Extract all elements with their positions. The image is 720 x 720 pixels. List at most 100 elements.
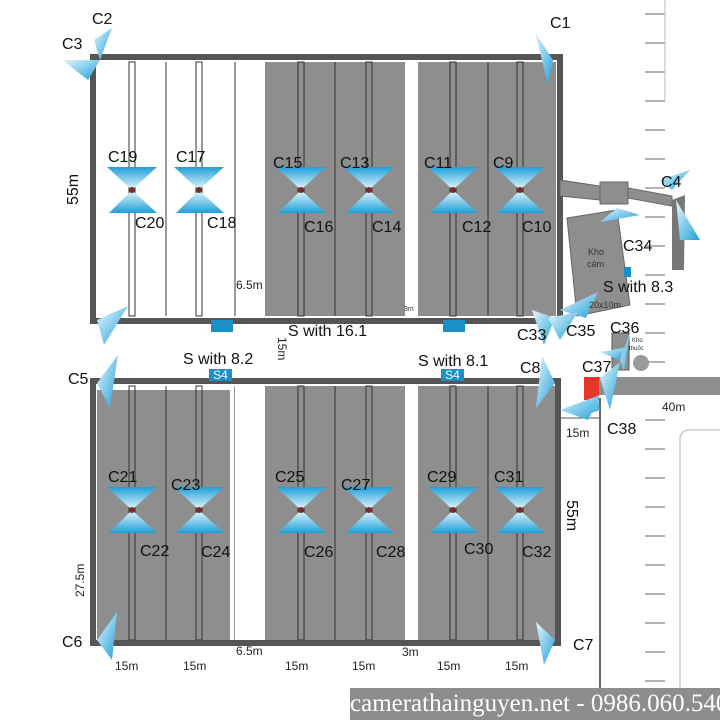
camera-label-c7: C7	[573, 637, 594, 654]
camera-label-c4: C4	[661, 174, 682, 191]
kho-cam-label: Kho	[588, 247, 604, 257]
kho-thuoc-label: thuốc	[629, 346, 644, 352]
camera-label-c13: C13	[340, 155, 369, 172]
camera-label-c12: C12	[462, 219, 491, 236]
side-panel-border	[679, 429, 720, 690]
camera-label-c24: C24	[201, 544, 230, 561]
dim-bottom: 15m	[285, 659, 308, 673]
camera-cone-icon[interactable]	[97, 612, 117, 660]
camera-label-c18: C18	[207, 215, 236, 232]
camera-cone-icon[interactable]	[548, 312, 578, 340]
camera-cone-icon[interactable]	[560, 395, 600, 420]
camera-label-c33: C33	[517, 327, 546, 344]
camera-label-c23: C23	[171, 477, 200, 494]
dual-camera-icon[interactable]	[428, 487, 478, 533]
camera-label-c2: C2	[92, 11, 113, 28]
feed-pipe	[195, 61, 203, 317]
camera-cone-icon[interactable]	[600, 362, 620, 410]
kho-cam-size: 20x10m	[589, 300, 621, 310]
dim-bottom: 15m	[352, 659, 375, 673]
camera-label-c29: C29	[427, 469, 456, 486]
camera-label-c19: C19	[108, 149, 137, 166]
camera-label-c35: C35	[566, 323, 595, 340]
camera-cone-icon[interactable]	[535, 32, 553, 85]
dual-camera-icon[interactable]	[276, 487, 326, 533]
feed-pipe	[449, 61, 457, 317]
dim-40m: 40m	[662, 400, 685, 414]
camera-label-c27: C27	[341, 477, 370, 494]
dim-bottom-height: 55m	[563, 500, 580, 531]
switch-box	[624, 267, 631, 277]
dual-camera-icon[interactable]	[276, 167, 326, 213]
dual-camera-icon[interactable]	[344, 167, 394, 213]
camera-label-c34: C34	[623, 238, 652, 255]
watermark: camerathainguyen.net - 0986.060.540	[350, 688, 720, 720]
dual-camera-icon[interactable]	[344, 487, 394, 533]
camera-label-c17: C17	[176, 149, 205, 166]
s4-badge-right	[441, 369, 464, 381]
s-with-8-2: S with 8.2	[183, 351, 253, 368]
camera-label-c8: C8	[520, 360, 541, 377]
s-with-16-1: S with 16.1	[288, 323, 367, 340]
camera-label-c22: C22	[140, 543, 169, 560]
s4-badge-left	[209, 369, 232, 381]
camera-label-c25: C25	[275, 469, 304, 486]
feed-pipe	[128, 61, 136, 317]
camera-label-c20: C20	[135, 215, 164, 232]
camera-cone-icon[interactable]	[676, 200, 700, 240]
s-with-8-3: S with 8.3	[603, 279, 673, 296]
camera-cone-icon[interactable]	[536, 622, 555, 665]
dim-gap-top: 3m	[404, 306, 414, 313]
camera-cone-icon[interactable]	[600, 347, 628, 360]
camera-cone-icon[interactable]	[94, 28, 112, 60]
barn-top	[90, 54, 563, 324]
camera-cone-icon[interactable]	[560, 292, 598, 318]
camera-label-c38: C38	[607, 421, 636, 438]
barn-bottom	[90, 378, 561, 646]
camera-label-c14: C14	[372, 219, 401, 236]
camera-label-c10: C10	[522, 219, 551, 236]
camera-cone-icon[interactable]	[62, 60, 100, 80]
camera-label-c30: C30	[464, 541, 493, 558]
dim-bottom: 15m	[505, 659, 528, 673]
s4-label: S4	[213, 368, 228, 382]
camera-cone-icon[interactable]	[97, 355, 118, 408]
dim-15m-right: 15m	[566, 426, 589, 440]
camera-cone-icon[interactable]	[660, 170, 690, 190]
pump-house	[584, 377, 599, 400]
camera-label-c28: C28	[376, 544, 405, 561]
camera-cone-icon[interactable]	[620, 332, 630, 372]
right-ruler	[645, 13, 665, 682]
camera-cone-icon[interactable]	[536, 356, 555, 408]
camera-label-c9: C9	[493, 155, 514, 172]
camera-label-c31: C31	[494, 469, 523, 486]
kho-cam-building	[566, 209, 631, 317]
dual-camera-icon[interactable]	[174, 487, 224, 533]
dim-bottom-aisle: 6.5m	[236, 644, 263, 658]
dual-camera-icon[interactable]	[495, 167, 545, 213]
dim-bottom: 15m	[183, 659, 206, 673]
camera-label-c15: C15	[273, 155, 302, 172]
camera-label-c11: C11	[424, 155, 452, 172]
dual-camera-icon[interactable]	[428, 167, 478, 213]
camera-label-c16: C16	[304, 219, 333, 236]
tank-icon	[633, 355, 649, 371]
dim-aisle-top: 6.5m	[236, 278, 263, 292]
feed-pipe	[516, 61, 524, 317]
camera-cone-icon[interactable]	[97, 306, 128, 345]
dim-bottom: 15m	[437, 659, 460, 673]
dual-camera-icon[interactable]	[174, 167, 224, 213]
dim-bottom-gap: 3m	[402, 645, 419, 659]
dual-camera-icon[interactable]	[107, 167, 157, 213]
dual-camera-icon[interactable]	[495, 487, 545, 533]
switch-top-right	[443, 320, 465, 332]
annex	[559, 179, 720, 700]
switch-top-left	[211, 320, 233, 332]
s-with-8-1: S with 8.1	[418, 353, 488, 370]
feed-pipe	[365, 61, 373, 317]
camera-label-c36: C36	[610, 320, 639, 337]
dual-camera-icon[interactable]	[107, 487, 157, 533]
dim-bottom: 15m	[115, 659, 138, 673]
camera-cone-icon[interactable]	[600, 208, 640, 222]
